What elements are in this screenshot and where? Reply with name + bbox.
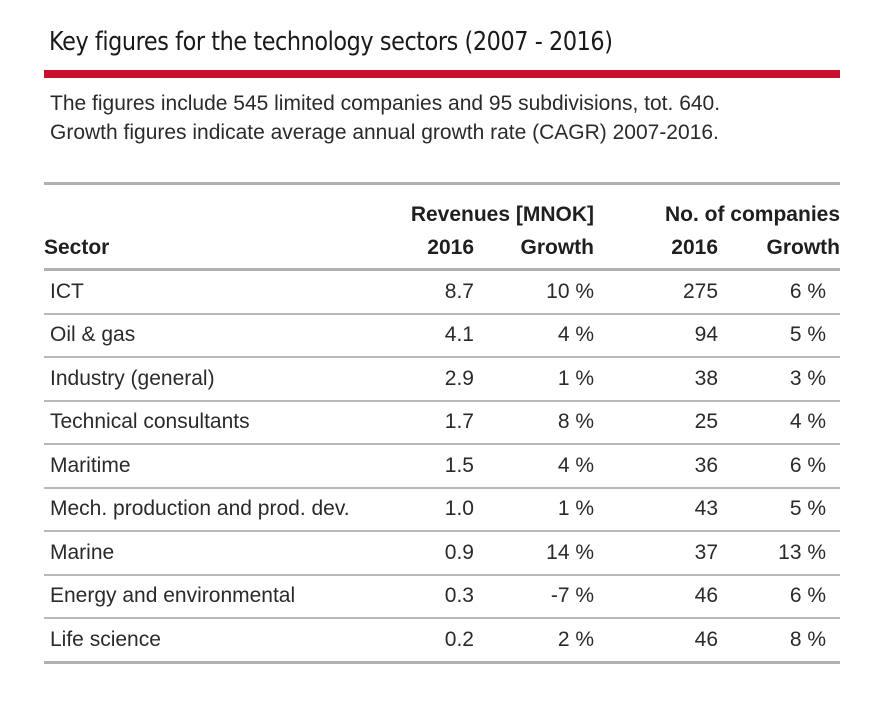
cell-revenue-growth: 10 % <box>474 269 595 315</box>
cell-revenue-growth: 1 % <box>474 357 595 402</box>
cell-revenue-2016: 0.2 <box>404 618 474 664</box>
cell-companies-2016: 37 <box>594 531 719 576</box>
table-row: Life science 0.2 2 % 46 8 % <box>44 618 841 664</box>
cell-revenue-growth: 4 % <box>474 313 595 358</box>
cell-companies-2016: 43 <box>594 487 719 532</box>
table-row: Energy and environmental 0.3 -7 % 46 6 % <box>44 574 841 619</box>
cell-companies-growth: 6 % <box>718 574 841 619</box>
page-title: Key figures for the technology sectors (… <box>49 27 613 57</box>
key-figures-table: Revenues [MNOK] No. of companies Sector … <box>44 182 841 664</box>
cell-revenue-growth: 2 % <box>474 618 595 664</box>
cell-sector: Technical consultants <box>44 400 404 445</box>
cell-companies-2016: 94 <box>594 313 719 358</box>
cell-companies-growth: 6 % <box>718 269 841 315</box>
cell-companies-2016: 46 <box>594 618 719 664</box>
cell-companies-2016: 46 <box>594 574 719 619</box>
cell-sector: Life science <box>44 618 404 664</box>
title-accent-rule <box>44 70 840 78</box>
cell-sector: Industry (general) <box>44 357 404 402</box>
subtitle: The figures include 545 limited companie… <box>50 89 720 147</box>
cell-companies-growth: 5 % <box>718 313 841 358</box>
cell-sector: Mech. production and prod. dev. <box>44 487 404 532</box>
group-header-companies: No. of companies <box>594 182 841 227</box>
cell-sector: ICT <box>44 269 404 315</box>
cell-sector: Marine <box>44 531 404 576</box>
cell-companies-2016: 36 <box>594 444 719 489</box>
table-row: ICT 8.7 10 % 275 6 % <box>44 269 841 315</box>
cell-revenue-growth: 1 % <box>474 487 595 532</box>
column-header-row: Sector 2016 Growth 2016 Growth <box>44 227 841 271</box>
subtitle-line-2: Growth figures indicate average annual g… <box>50 121 719 144</box>
cell-companies-growth: 4 % <box>718 400 841 445</box>
table-body: ICT 8.7 10 % 275 6 % Oil & gas 4.1 4 % 9… <box>44 269 841 664</box>
group-header-revenues: Revenues [MNOK] <box>404 182 595 227</box>
cell-revenue-growth: 4 % <box>474 444 595 489</box>
column-header-companies-growth: Growth <box>718 227 841 271</box>
column-header-companies-year: 2016 <box>594 227 719 271</box>
cell-revenue-2016: 0.9 <box>404 531 474 576</box>
table-row: Marine 0.9 14 % 37 13 % <box>44 531 841 576</box>
cell-revenue-2016: 8.7 <box>404 269 474 315</box>
table-row: Maritime 1.5 4 % 36 6 % <box>44 444 841 489</box>
subtitle-line-1: The figures include 545 limited companie… <box>50 92 721 115</box>
cell-sector: Maritime <box>44 444 404 489</box>
cell-companies-2016: 38 <box>594 357 719 402</box>
key-figures-table-container: Revenues [MNOK] No. of companies Sector … <box>44 182 841 664</box>
cell-companies-growth: 5 % <box>718 487 841 532</box>
cell-revenue-2016: 1.5 <box>404 444 474 489</box>
cell-revenue-growth: -7 % <box>474 574 595 619</box>
table-row: Oil & gas 4.1 4 % 94 5 % <box>44 313 841 358</box>
table-row: Technical consultants 1.7 8 % 25 4 % <box>44 400 841 445</box>
cell-sector: Energy and environmental <box>44 574 404 619</box>
cell-revenue-2016: 0.3 <box>404 574 474 619</box>
cell-companies-2016: 275 <box>594 269 719 315</box>
cell-companies-growth: 13 % <box>718 531 841 576</box>
cell-revenue-growth: 8 % <box>474 400 595 445</box>
cell-revenue-2016: 1.0 <box>404 487 474 532</box>
cell-companies-2016: 25 <box>594 400 719 445</box>
table-row: Mech. production and prod. dev. 1.0 1 % … <box>44 487 841 532</box>
cell-companies-growth: 6 % <box>718 444 841 489</box>
cell-revenue-2016: 2.9 <box>404 357 474 402</box>
cell-companies-growth: 8 % <box>718 618 841 664</box>
cell-revenue-2016: 4.1 <box>404 313 474 358</box>
cell-companies-growth: 3 % <box>718 357 841 402</box>
column-header-revenue-year: 2016 <box>404 227 474 271</box>
column-header-sector: Sector <box>44 227 404 271</box>
table-row: Industry (general) 2.9 1 % 38 3 % <box>44 357 841 402</box>
cell-revenue-2016: 1.7 <box>404 400 474 445</box>
cell-revenue-growth: 14 % <box>474 531 595 576</box>
group-header-empty <box>44 182 404 227</box>
group-header-row: Revenues [MNOK] No. of companies <box>44 182 841 227</box>
cell-sector: Oil & gas <box>44 313 404 358</box>
column-header-revenue-growth: Growth <box>474 227 595 271</box>
